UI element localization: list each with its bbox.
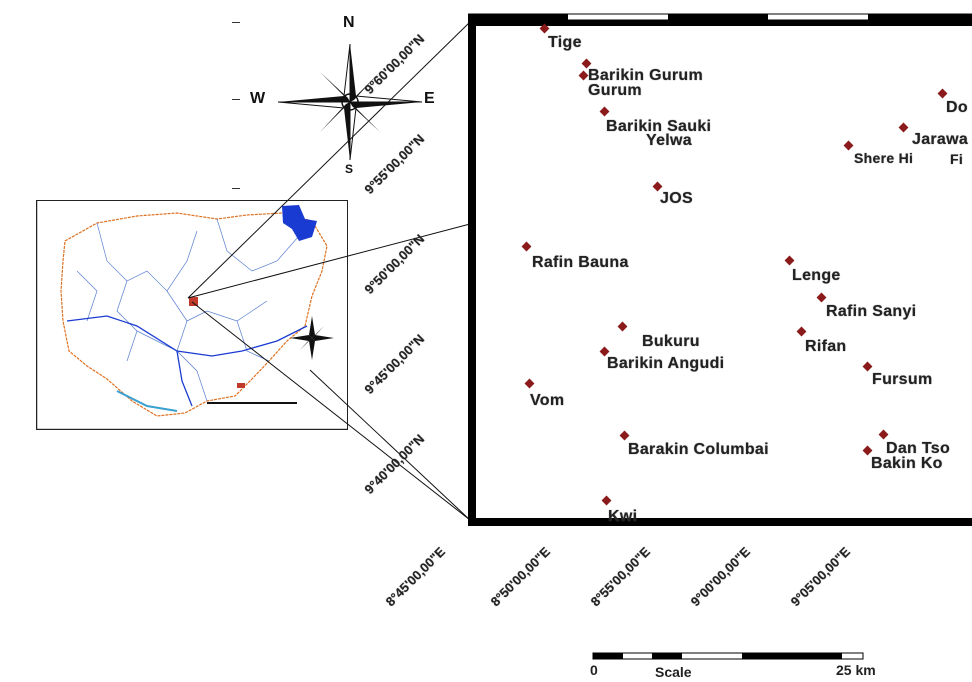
scale-start-label: 0 [590,662,598,678]
place-label-barakin-columbai: Barakin Columbai [628,441,769,458]
scale-title: Scale [655,664,692,680]
place-label-rifan: Rifan [805,338,847,355]
map-tick-mark [232,22,240,23]
place-label-barikin-gurum: Barikin Gurum [588,67,704,84]
map-tick-mark [232,188,240,189]
place-label-gurum: Gurum [588,82,642,99]
main-map-frame [468,18,972,526]
place-label-barikin-angudi: Barikin Angudi [607,355,725,372]
place-label-shere-hi: Shere Hi [854,150,914,166]
inset-country-outline [36,201,347,430]
scale-bar [592,652,864,660]
place-label-dan-tso: Dan Tso [886,440,951,457]
place-label-rafin-bauna: Rafin Bauna [532,254,629,271]
compass-north-label: N [343,14,355,31]
place-label-rafin-sanyi: Rafin Sanyi [826,303,917,320]
place-label-jarawa: Jarawa [912,131,969,148]
place-label-fursum: Fursum [872,371,933,388]
place-label-vom: Vom [530,392,565,409]
place-label-yelwa: Yelwa [646,132,692,149]
place-label-do: Do [946,99,968,116]
map-frame-ruler [468,13,972,21]
place-label-kwi: Kwi [608,508,638,525]
compass-rose-icon [277,43,423,161]
place-label-jos: JOS [660,190,693,207]
inset-compass-icon [290,316,334,360]
place-label-fi: Fi [950,151,964,167]
compass-west-label: W [250,90,266,107]
place-label-bukuru: Bukuru [642,333,700,350]
scale-end-label: 25 km [836,662,876,678]
place-label-lenge: Lenge [792,267,841,284]
place-label-barikin-sauki: Barikin Sauki [606,118,712,135]
compass-east-label: E [424,90,435,107]
place-label-tige: Tige [548,34,582,51]
map-tick-mark [232,99,240,100]
place-label-bakin-ko: Bakin Ko [871,455,943,472]
inset-map [36,200,348,430]
compass-south-label: S [345,162,354,176]
